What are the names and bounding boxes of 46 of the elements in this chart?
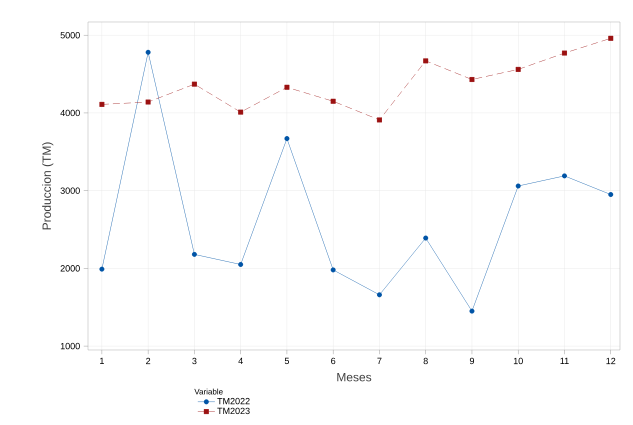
point [423, 236, 428, 241]
x-axis-title: Meses [337, 373, 372, 382]
point [284, 136, 290, 142]
y-axis-title: Produccion (TM) [42, 142, 54, 230]
point [608, 192, 614, 198]
legend-label: TM2023 [217, 408, 250, 414]
x-tick-label: 9 [470, 358, 474, 364]
point [192, 252, 197, 257]
y-tick-label: 1000 [60, 342, 80, 350]
x-tick-label: 12 [606, 358, 616, 364]
point [99, 102, 104, 107]
point [376, 117, 382, 122]
point [238, 262, 244, 267]
point [376, 292, 382, 298]
legend-title: Variable [194, 388, 223, 394]
point [238, 110, 244, 115]
point [99, 266, 104, 272]
point [562, 50, 567, 56]
x-tick-label: 11 [560, 358, 569, 364]
y-tick-label: 2000 [60, 265, 80, 272]
point [469, 308, 474, 314]
point [192, 82, 197, 87]
y-tick-label: 4000 [60, 110, 80, 116]
x-tick-label: 1 [100, 358, 104, 364]
point [330, 98, 336, 104]
x-tick-label: 6 [331, 358, 336, 364]
point [516, 66, 521, 72]
point [146, 100, 151, 105]
point [284, 84, 290, 90]
point [330, 267, 336, 272]
y-tick-label: 5000 [60, 32, 80, 38]
point [608, 36, 614, 41]
legend-label: TM2022 [217, 398, 250, 404]
x-tick-label: 2 [146, 358, 150, 364]
x-tick-label: 8 [424, 358, 428, 364]
x-tick-label: 10 [514, 358, 523, 364]
point [469, 77, 474, 82]
point [423, 58, 428, 64]
x-tick-label: 7 [377, 358, 382, 364]
y-tick-label: 3000 [60, 187, 80, 194]
point [562, 173, 567, 178]
point [146, 50, 151, 55]
point [516, 183, 521, 188]
x-tick-label: 4 [238, 358, 243, 364]
x-tick-label: 3 [192, 358, 197, 364]
x-tick-label: 5 [284, 358, 290, 364]
